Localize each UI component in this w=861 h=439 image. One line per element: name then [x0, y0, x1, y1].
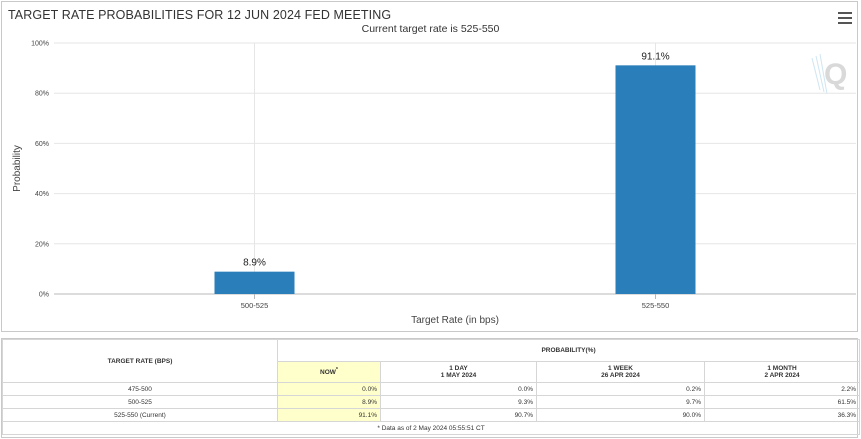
column-header-3: 1 MONTH 2 APR 2024 — [703, 361, 861, 383]
bar — [615, 65, 696, 294]
target-rate-header: TARGET RATE (BPS) — [2, 339, 278, 383]
probability-table-panel: TARGET RATE (BPS) PROBABILITY(%) NOW* 1 D… — [1, 338, 861, 438]
bar-data-label: 8.9% — [243, 258, 266, 269]
probability-table: TARGET RATE (BPS) PROBABILITY(%) NOW* 1 D… — [1, 339, 861, 435]
y-tick-label: 20% — [35, 241, 49, 248]
x-tick-label: 525-550 — [642, 301, 670, 310]
footnote: * Data as of 2 May 2024 05:55:51 CT — [1, 421, 861, 435]
column-header-label: 1 DAY — [449, 365, 468, 372]
logo-watermark-icon: Q — [811, 53, 847, 95]
column-header-2: 1 WEEK 26 APR 2024 — [536, 361, 705, 383]
chart-subtitle: Current target rate is 525-550 — [361, 23, 500, 35]
rate-cell: 475-500 — [2, 382, 278, 396]
column-header-label: 1 WEEK — [608, 365, 633, 372]
x-tick-label: 500-525 — [241, 301, 269, 310]
probability-cell: 90.7% — [380, 408, 537, 422]
column-header-marker: * — [335, 367, 338, 374]
probability-cell: 0.0% — [277, 382, 381, 396]
y-tick-label: 0% — [39, 292, 49, 299]
probability-cell: 91.1% — [277, 408, 381, 422]
table-row: 475-500 0.0% 0.0% 0.2% 2.2% — [2, 382, 861, 396]
column-header-date: 26 APR 2024 — [601, 372, 640, 379]
chart-panel: TARGET RATE PROBABILITIES FOR 12 JUN 202… — [1, 1, 858, 332]
y-tick-label: 80% — [35, 91, 49, 98]
menu-icon[interactable] — [838, 12, 852, 24]
probability-cell: 0.0% — [380, 382, 537, 396]
table-row: 525-550 (Current) 91.1% 90.7% 90.0% 36.3% — [2, 408, 861, 422]
y-tick-label: 60% — [35, 141, 49, 148]
svg-text:Q: Q — [824, 58, 847, 91]
y-tick-label: 40% — [35, 191, 49, 198]
x-axis-title: Target Rate (in bps) — [411, 315, 499, 326]
probability-cell: 61.5% — [703, 395, 861, 409]
table-row: 500-525 8.9% 9.3% 9.7% 61.5% — [2, 395, 861, 409]
chart-title: TARGET RATE PROBABILITIES FOR 12 JUN 202… — [8, 8, 392, 22]
probability-cell: 8.9% — [277, 395, 381, 409]
column-header-label: 1 MONTH — [767, 365, 797, 372]
column-header-label: NOW — [320, 369, 336, 377]
probability-cell: 36.3% — [703, 408, 861, 422]
probability-cell: 9.7% — [536, 395, 705, 409]
probability-cell: 9.3% — [380, 395, 537, 409]
bar-data-label: 91.1% — [641, 51, 669, 62]
column-header-0: NOW* — [277, 361, 381, 383]
bar-chart: 0% 20% 40% 60% 80% 100% 8.9% 500-525 91.1% 525-55… — [12, 41, 856, 326]
column-header-date: 2 APR 2024 — [764, 372, 800, 379]
column-header-date: 1 MAY 2024 — [440, 372, 477, 379]
column-header-1: 1 DAY 1 MAY 2024 — [380, 361, 537, 383]
bar — [214, 271, 295, 294]
y-tick-label: 100% — [31, 41, 49, 48]
probability-cell: 90.0% — [536, 408, 705, 422]
rate-cell: 525-550 (Current) — [2, 408, 278, 422]
probability-cell: 0.2% — [536, 382, 705, 396]
probability-header: PROBABILITY(%) — [276, 339, 861, 362]
probability-cell: 2.2% — [703, 382, 861, 396]
y-axis-title: Probability — [12, 145, 23, 192]
rate-cell: 500-525 — [2, 395, 278, 409]
